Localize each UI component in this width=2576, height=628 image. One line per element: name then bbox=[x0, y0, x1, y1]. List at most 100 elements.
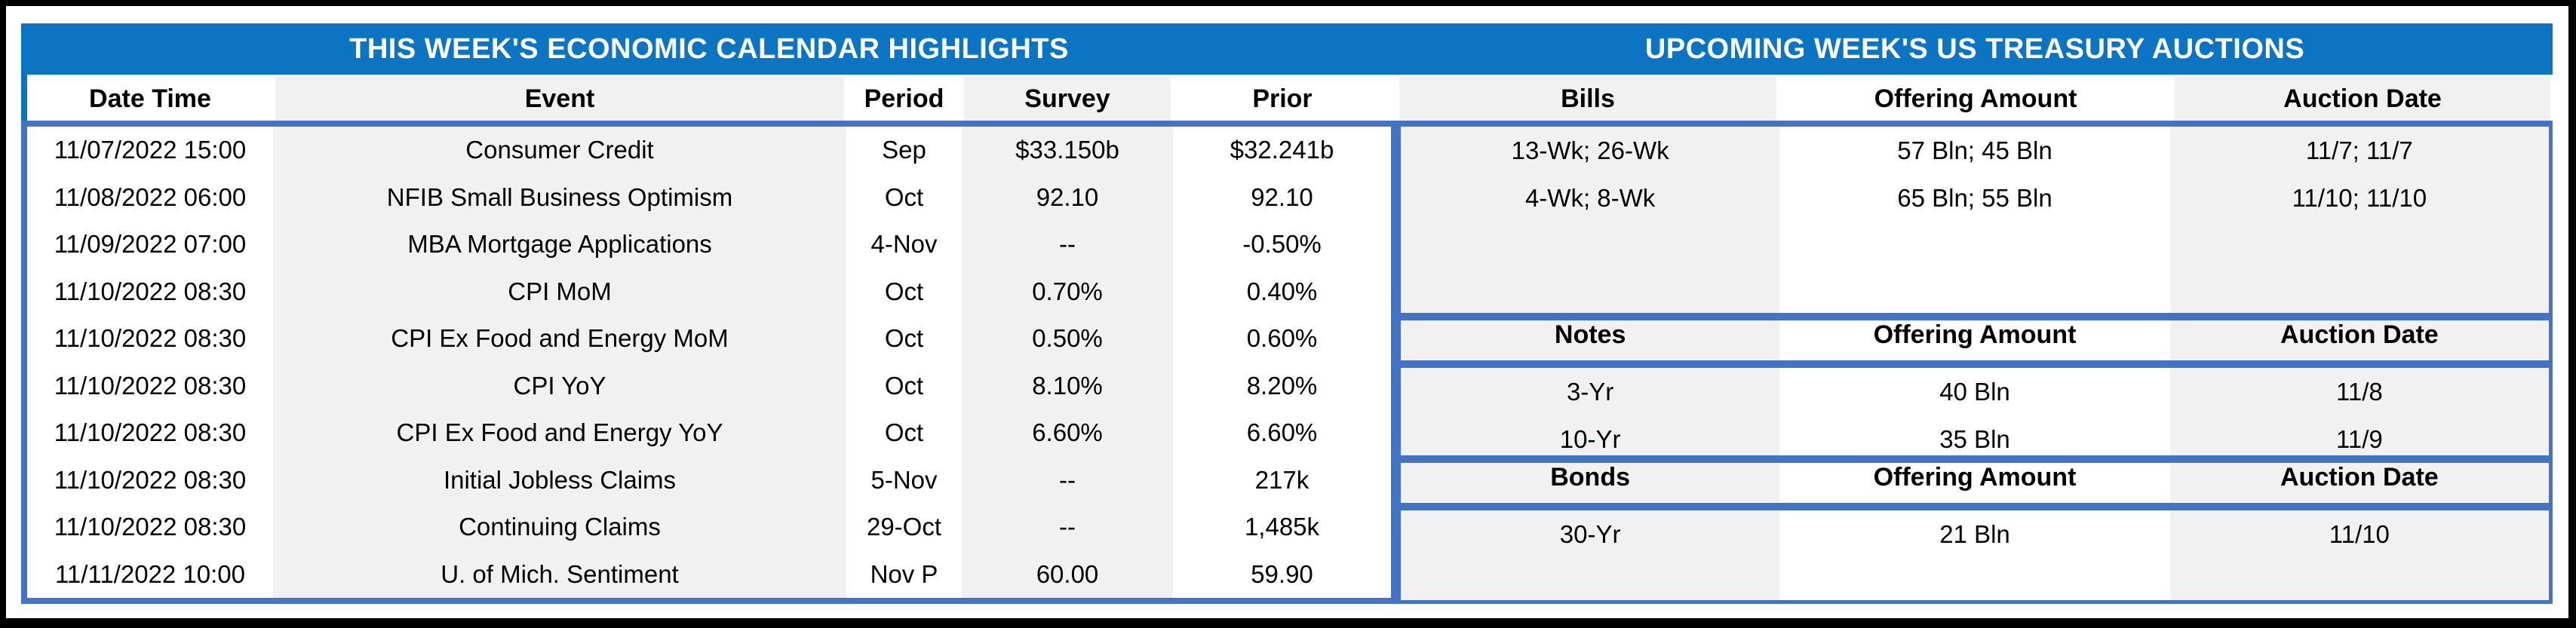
calendar-cell: 0.40% bbox=[1173, 268, 1391, 315]
calendar-cell: 6.60% bbox=[962, 409, 1173, 457]
header-left-accent-strip bbox=[21, 75, 27, 121]
calendar-cell: Oct bbox=[846, 362, 962, 409]
calendar-cell: Oct bbox=[846, 315, 962, 363]
calendar-cell: 92.10 bbox=[1173, 173, 1391, 221]
column-header-bonds: Bonds bbox=[1550, 463, 1631, 492]
calendar-row: 11/10/2022 08:30 CPI Ex Food and Energy Y… bbox=[27, 409, 1391, 457]
calendar-cell: 5-Nov bbox=[846, 456, 962, 504]
header-divider-rule bbox=[21, 121, 2553, 127]
calendar-cell: 92.10 bbox=[962, 173, 1173, 221]
auction-cell: 11/8 bbox=[2335, 377, 2383, 406]
auction-cell: 35 Bln bbox=[1939, 424, 2010, 453]
auction-row: 4-Wk; 8-Wk 65 Bln; 55 Bln 11/10; 11/10 bbox=[1401, 174, 2549, 222]
column-header-bills: Bills bbox=[1397, 75, 1779, 121]
calendar-cell: 8.20% bbox=[1173, 362, 1391, 409]
left-table-title: THIS WEEK'S ECONOMIC CALENDAR HIGHLIGHTS bbox=[349, 32, 1069, 65]
calendar-cell: -- bbox=[962, 456, 1173, 504]
bonds-auction-box: 30-Yr 21 Bln 11/10 bbox=[1397, 507, 2553, 604]
calendar-cell: NFIB Small Business Optimism bbox=[273, 173, 846, 221]
calendar-cell: 11/10/2022 08:30 bbox=[27, 409, 273, 457]
column-header-bills-offering-amount: Offering Amount bbox=[1779, 75, 2172, 121]
calendar-cell: 11/09/2022 07:00 bbox=[27, 221, 273, 268]
column-header-date-time: Date Time bbox=[27, 75, 273, 121]
calendar-cell: 217k bbox=[1173, 456, 1391, 504]
calendar-cell: -- bbox=[962, 221, 1173, 268]
auction-cell: 11/10 bbox=[2329, 519, 2390, 548]
auction-cell: 57 Bln; 45 Bln bbox=[1897, 136, 2053, 164]
calendar-row: 11/11/2022 10:00 U. of Mich. Sentiment Nov… bbox=[27, 550, 1391, 598]
calendar-cell: CPI Ex Food and Energy MoM bbox=[273, 315, 846, 363]
column-header-bonds-offering-amount: Offering Amount bbox=[1873, 463, 2077, 492]
calendar-cell: $33.150b bbox=[962, 127, 1173, 174]
calendar-row: 11/10/2022 08:30 CPI YoY Oct 8.10% 8.20% bbox=[27, 362, 1391, 409]
notes-header-band: Notes Offering Amount Auction Date bbox=[1397, 317, 2553, 364]
calendar-cell: 11/10/2022 08:30 bbox=[27, 456, 273, 504]
auction-row: 10-Yr 35 Bln 11/9 bbox=[1401, 415, 2549, 463]
calendar-cell: 6.60% bbox=[1173, 409, 1391, 457]
calendar-row: 11/10/2022 08:30 CPI MoM Oct 0.70% 0.40% bbox=[27, 268, 1391, 315]
calendar-cell: 11/07/2022 15:00 bbox=[27, 127, 273, 174]
column-header-survey: Survey bbox=[962, 75, 1173, 121]
title-band: THIS WEEK'S ECONOMIC CALENDAR HIGHLIGHTS… bbox=[21, 23, 2553, 75]
calendar-cell: Oct bbox=[846, 173, 962, 221]
calendar-cell: U. of Mich. Sentiment bbox=[273, 550, 846, 598]
bonds-header-band: Bonds Offering Amount Auction Date bbox=[1397, 459, 2553, 507]
bonds-column-stripes bbox=[1401, 510, 2549, 600]
bills-rows: 13-Wk; 26-Wk 57 Bln; 45 Bln 11/7; 11/7 4-Wk… bbox=[1401, 127, 2549, 222]
calendar-row: 11/10/2022 08:30 Initial Jobless Claims 5-… bbox=[27, 456, 1391, 504]
auction-cell: 10-Yr bbox=[1559, 424, 1621, 453]
calendar-cell: -- bbox=[962, 504, 1173, 551]
notes-header-row: Notes Offering Amount Auction Date bbox=[1401, 320, 2549, 350]
economic-calendar-table: 11/07/2022 15:00 Consumer Credit Sep $33.15… bbox=[21, 127, 1397, 604]
calendar-cell: 59.90 bbox=[1173, 550, 1391, 598]
auction-cell: 4-Wk; 8-Wk bbox=[1524, 183, 1656, 212]
calendar-cell: 11/11/2022 10:00 bbox=[27, 550, 273, 598]
calendar-row: 11/09/2022 07:00 MBA Mortgage Application… bbox=[27, 221, 1391, 268]
auction-cell: 13-Wk; 26-Wk bbox=[1511, 136, 1669, 164]
auction-cell: 40 Bln bbox=[1939, 377, 2010, 406]
calendar-cell: 11/10/2022 08:30 bbox=[27, 504, 273, 551]
calendar-cell: 0.60% bbox=[1173, 315, 1391, 363]
calendar-cell: 11/08/2022 06:00 bbox=[27, 173, 273, 221]
auction-row: 30-Yr 21 Bln 11/10 bbox=[1401, 510, 2549, 558]
notes-auction-box: 3-Yr 40 Bln 11/8 10-Yr 35 Bln 11/9 bbox=[1397, 364, 2553, 459]
calendar-cell: $32.241b bbox=[1173, 127, 1391, 174]
column-header-prior: Prior bbox=[1173, 75, 1392, 121]
calendar-cell: Consumer Credit bbox=[273, 127, 846, 174]
bonds-header-stripes bbox=[1401, 463, 2549, 503]
calendar-cell: 60.00 bbox=[962, 550, 1173, 598]
calendar-cell: CPI Ex Food and Energy YoY bbox=[273, 409, 846, 457]
calendar-cell: MBA Mortgage Applications bbox=[273, 221, 846, 268]
bonds-header-row: Bonds Offering Amount Auction Date bbox=[1401, 463, 2549, 492]
calendar-cell: Oct bbox=[846, 268, 962, 315]
column-header-bonds-auction-date: Auction Date bbox=[2280, 463, 2439, 492]
calendar-cell: Oct bbox=[846, 409, 962, 457]
calendar-cell: Continuing Claims bbox=[273, 504, 846, 551]
calendar-cell: -0.50% bbox=[1173, 221, 1391, 268]
auction-cell: 11/9 bbox=[2335, 424, 2383, 453]
notes-column-stripes bbox=[1401, 368, 2549, 455]
column-header-notes: Notes bbox=[1554, 320, 1626, 349]
calendar-cell: 0.70% bbox=[962, 268, 1173, 315]
auction-cell: 30-Yr bbox=[1559, 519, 1621, 548]
calendar-cell: 29-Oct bbox=[846, 504, 962, 551]
calendar-cell: CPI MoM bbox=[273, 268, 846, 315]
right-table-title: UPCOMING WEEK'S US TREASURY AUCTIONS bbox=[1644, 32, 2305, 65]
auction-cell: 11/7; 11/7 bbox=[2305, 136, 2413, 164]
calendar-cell: 11/10/2022 08:30 bbox=[27, 268, 273, 315]
column-header-notes-offering-amount: Offering Amount bbox=[1873, 320, 2077, 349]
calendar-cell: Sep bbox=[846, 127, 962, 174]
calendar-cell: CPI YoY bbox=[273, 362, 846, 409]
calendar-row: 11/10/2022 08:30 CPI Ex Food and Energy M… bbox=[27, 315, 1391, 363]
calendar-row: 11/10/2022 08:30 Continuing Claims 29-Oct -… bbox=[27, 504, 1391, 551]
column-header-event: Event bbox=[273, 75, 846, 121]
column-header-notes-auction-date: Auction Date bbox=[2280, 320, 2439, 349]
auction-cell: 65 Bln; 55 Bln bbox=[1897, 183, 2053, 212]
auction-cell: 11/10; 11/10 bbox=[2292, 183, 2427, 212]
auction-row: 3-Yr 40 Bln 11/8 bbox=[1401, 368, 2549, 415]
auction-row: 13-Wk; 26-Wk 57 Bln; 45 Bln 11/7; 11/7 bbox=[1401, 127, 2549, 174]
calendar-row: 11/08/2022 06:00 NFIB Small Business Opti… bbox=[27, 173, 1391, 221]
notes-rows: 3-Yr 40 Bln 11/8 10-Yr 35 Bln 11/9 bbox=[1401, 368, 2549, 463]
bills-auction-box: 13-Wk; 26-Wk 57 Bln; 45 Bln 11/7; 11/7 4-Wk… bbox=[1397, 127, 2553, 317]
